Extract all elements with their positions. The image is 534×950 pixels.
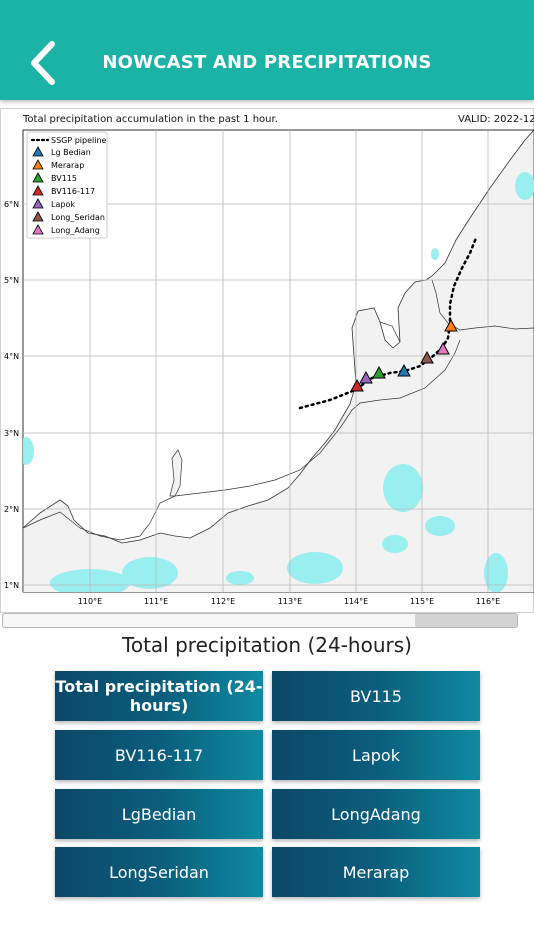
lat-axis-labels: 1°N 2°N 3°N 4°N 5°N 6°N [4,200,19,590]
precipitation-map[interactable]: SSGP pipeline Lg Bedian Merarap BV115 BV… [0,108,534,632]
marker-long-seridan [420,350,434,364]
bv115-button[interactable]: BV115 [272,671,480,721]
lon-label: 115°E [410,597,434,606]
map-horizontal-scrollbar[interactable] [2,613,518,628]
page-title: NOWCAST AND PRECIPITATIONS [102,52,432,73]
ssgp-pipeline [298,236,478,410]
map-caption: Total precipitation accumulation in the … [23,114,278,125]
legend-item: BV116-117 [51,187,95,196]
station-markers [350,318,458,392]
scrollbar-thumb[interactable] [415,614,517,627]
bv116-117-button[interactable]: BV116-117 [55,730,263,780]
chevron-left-icon [31,41,55,85]
gridlines [23,130,534,592]
marker-long-adang [436,341,450,355]
lon-label: 114°E [344,597,368,606]
river-feature [169,449,183,497]
legend-item: Lapok [51,200,75,209]
lon-label: 112°E [211,597,235,606]
lat-label: 2°N [4,505,19,514]
lat-label: 6°N [4,200,19,209]
lon-label: 111°E [144,597,168,606]
longadang-button[interactable]: LongAdang [272,789,480,839]
marker-bv116-117 [350,378,364,392]
lapok-button[interactable]: Lapok [272,730,480,780]
precipitation-areas [23,172,534,592]
legend-item: Merarap [51,161,84,170]
sabah-border [431,279,534,331]
marker-bv115 [372,365,386,379]
lat-label: 4°N [4,352,19,361]
legend-item: BV115 [51,174,77,183]
total-precipitation-button[interactable]: Total precipitation (24-hours) [55,671,263,721]
legend-pipeline-label: SSGP pipeline [51,136,107,145]
kalimantan-border [23,339,461,541]
lgbedian-button[interactable]: LgBedian [55,789,263,839]
section-title: Total precipitation (24-hours) [122,633,412,657]
lon-label: 110°E [78,597,102,606]
legend-item: Lg Bedian [51,148,91,157]
marker-lg-bedian [397,363,411,377]
map-legend: SSGP pipeline Lg Bedian Merarap BV115 BV… [26,131,108,239]
valid-date-label: VALID: 2022-12- [458,114,534,125]
merarap-button[interactable]: Merarap [272,847,480,897]
back-button[interactable] [22,34,70,90]
longseridan-button[interactable]: LongSeridan [55,847,263,897]
lat-label: 3°N [4,429,19,438]
lat-label: 5°N [4,276,19,285]
marker-lapok [359,370,373,384]
map-figure: SSGP pipeline Lg Bedian Merarap BV115 BV… [0,108,534,613]
lon-axis-labels: 110°E 111°E 112°E 113°E 114°E 115°E 116°… [78,597,500,606]
marker-merarap [444,318,458,332]
legend-item: Long_Seridan [51,213,105,222]
brunei-border [379,321,401,343]
lon-label: 116°E [476,597,500,606]
lat-label: 1°N [4,581,19,590]
app-header: NOWCAST AND PRECIPITATIONS [0,0,534,100]
legend-item: Long_Adang [51,226,100,235]
lon-label: 113°E [278,597,302,606]
